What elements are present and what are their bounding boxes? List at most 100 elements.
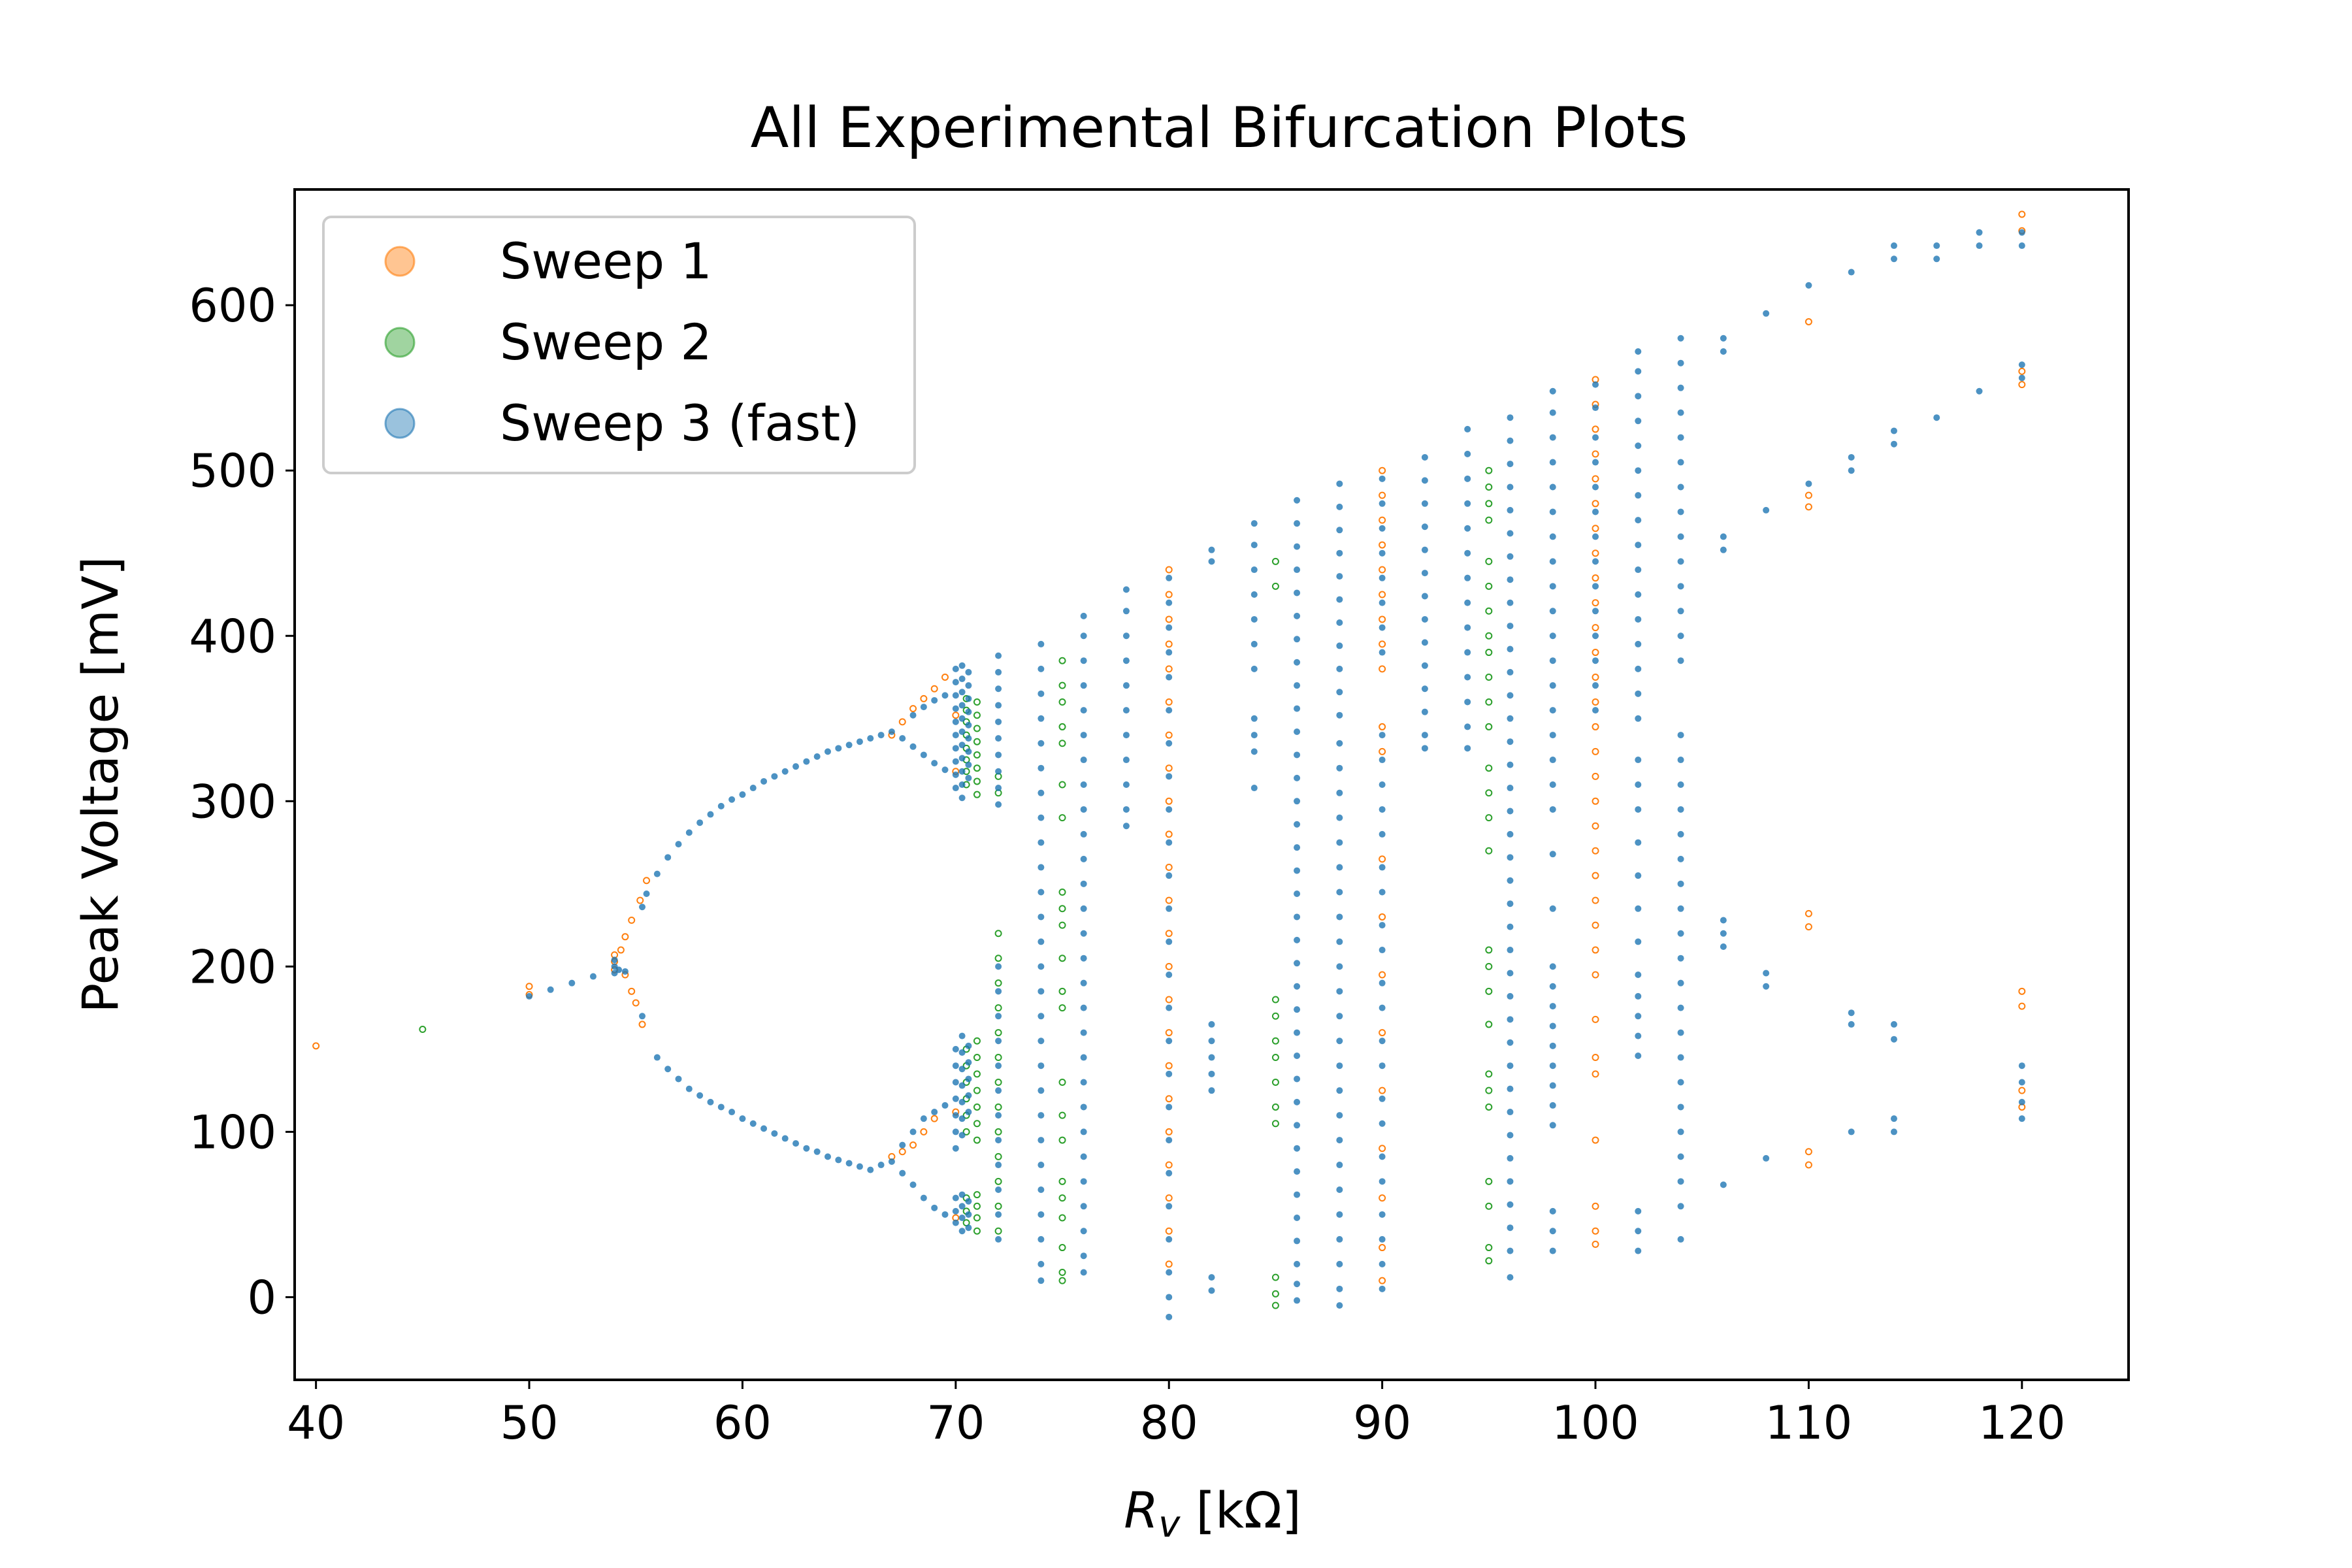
data-point: [1379, 1062, 1386, 1070]
data-point: [1294, 1122, 1301, 1129]
data-point: [1379, 516, 1386, 524]
data-point: [1037, 1277, 1045, 1284]
data-point: [1165, 1128, 1173, 1135]
data-point: [1848, 453, 1855, 461]
data-point: [1677, 434, 1684, 441]
data-point: [1080, 1153, 1087, 1160]
data-point: [771, 773, 778, 780]
data-point: [717, 802, 725, 809]
data-point: [1058, 1277, 1066, 1284]
data-point: [1507, 947, 1514, 954]
data-point: [965, 1092, 972, 1099]
data-point: [621, 933, 629, 941]
data-point: [965, 682, 972, 689]
y-tick-label: 200: [189, 940, 276, 994]
data-point: [1336, 938, 1343, 945]
data-point: [1165, 962, 1173, 970]
data-point: [1464, 525, 1471, 532]
data-point: [1592, 599, 1599, 607]
data-point: [1592, 1202, 1599, 1210]
data-point: [1250, 640, 1258, 647]
data-point: [1080, 1054, 1087, 1061]
data-point: [1379, 566, 1386, 574]
data-point: [1379, 1145, 1386, 1152]
data-point: [1805, 480, 1812, 487]
data-point: [1058, 657, 1066, 664]
data-point: [1507, 992, 1514, 1000]
data-point: [1507, 576, 1514, 583]
data-point: [1549, 483, 1556, 491]
data-point: [995, 801, 1002, 808]
data-point: [973, 1086, 981, 1094]
data-point: [1271, 1079, 1279, 1086]
data-point: [1250, 591, 1258, 598]
data-point: [835, 1156, 842, 1164]
data-point: [973, 738, 981, 745]
data-point: [1336, 963, 1343, 970]
data-point: [856, 738, 863, 745]
data-point: [1507, 1178, 1514, 1185]
data-point: [1464, 674, 1471, 681]
data-point: [1507, 900, 1514, 907]
x-axis-label: Rv [kΩ]: [1124, 1481, 1301, 1546]
data-point: [1635, 905, 1642, 912]
data-point: [1890, 242, 1897, 250]
data-point: [952, 1062, 959, 1070]
data-point: [589, 973, 596, 980]
data-point: [1592, 434, 1599, 441]
data-point: [958, 715, 966, 722]
data-point: [1166, 624, 1173, 631]
data-point: [1294, 821, 1301, 828]
data-point: [1421, 732, 1428, 739]
data-point: [1635, 1228, 1642, 1235]
data-point: [675, 841, 682, 848]
data-point: [1058, 681, 1066, 689]
data-point: [1592, 971, 1599, 979]
data-point: [1166, 1269, 1173, 1276]
data-point: [1037, 1062, 1045, 1070]
data-point: [1677, 384, 1684, 391]
data-point: [1677, 409, 1684, 416]
data-point: [952, 1128, 959, 1135]
data-point: [1592, 649, 1599, 657]
data-point: [973, 1136, 981, 1144]
data-point: [1165, 797, 1173, 805]
data-point: [1592, 698, 1599, 706]
data-point: [1166, 649, 1173, 656]
data-point: [1485, 632, 1493, 640]
data-point: [952, 758, 959, 765]
data-point: [1507, 1247, 1514, 1254]
data-point: [1635, 992, 1642, 1000]
data-point: [973, 1103, 981, 1111]
data-point: [1507, 1109, 1514, 1116]
data-point: [803, 1145, 810, 1152]
data-point: [1379, 491, 1386, 499]
data-point: [973, 725, 981, 732]
data-point: [965, 1198, 972, 1205]
data-point: [1635, 566, 1642, 574]
data-point: [1592, 459, 1599, 466]
data-point: [973, 698, 981, 706]
data-point: [1379, 475, 1386, 482]
data-point: [1336, 1112, 1343, 1119]
data-point: [1421, 593, 1428, 600]
data-point: [952, 718, 959, 725]
data-point: [813, 1148, 821, 1155]
x-tick-label: 50: [500, 1396, 558, 1450]
data-point: [739, 791, 746, 798]
data-point: [1464, 599, 1471, 606]
data-point: [973, 751, 981, 759]
data-point: [1763, 506, 1770, 514]
data-point: [898, 1148, 906, 1156]
data-point: [1165, 830, 1173, 838]
data-point: [1485, 1021, 1493, 1028]
data-point: [909, 1181, 917, 1188]
data-point: [1592, 608, 1599, 615]
data-point: [1080, 955, 1087, 962]
data-point: [995, 735, 1002, 742]
data-point: [958, 676, 966, 683]
data-point: [1549, 682, 1556, 689]
data-point: [1635, 715, 1642, 722]
data-point: [1336, 1302, 1343, 1309]
data-point: [717, 1103, 725, 1111]
